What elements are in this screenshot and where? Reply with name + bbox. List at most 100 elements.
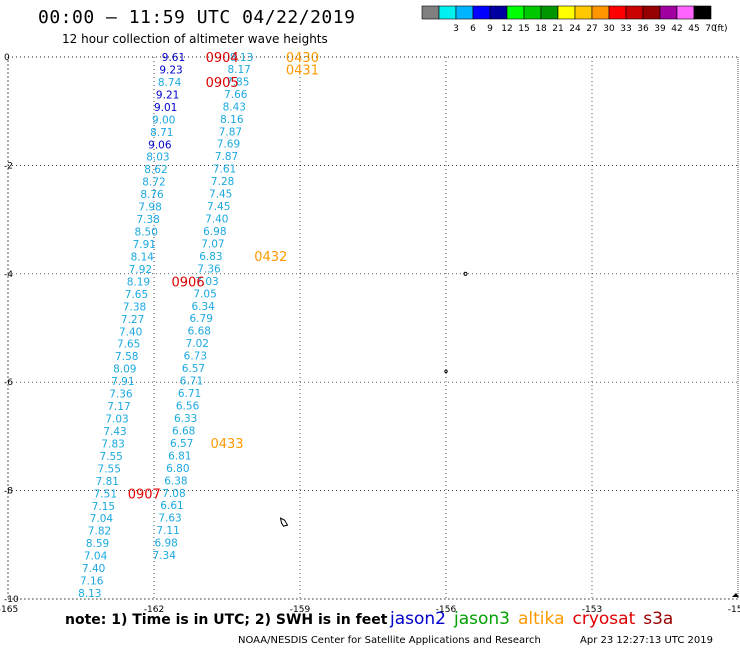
- swh-value-label: 7.98: [138, 202, 161, 214]
- swh-value-label: 7.16: [80, 576, 104, 588]
- swh-value-label: 7.36: [197, 263, 221, 275]
- chart-title: 00:00 – 11:59 UTC 04/22/2019: [38, 7, 356, 28]
- scale-tick-label: 24: [569, 24, 581, 34]
- satellite-legend-item: jason2: [390, 609, 446, 629]
- swh-value-label: 7.40: [82, 563, 105, 575]
- swh-value-label: 7.55: [98, 463, 121, 475]
- swh-value-label: 8.13: [78, 588, 101, 600]
- pass-time-label: 0432: [254, 250, 287, 265]
- swh-value-label: 8.14: [131, 251, 155, 263]
- satellite-legend: jason2 jason3 altika cryosat s3a: [390, 609, 681, 629]
- scale-tick-label: 15: [518, 24, 529, 34]
- satellite-legend-item: altika: [518, 609, 565, 629]
- swh-value-label: 7.61: [213, 164, 236, 176]
- satellite-legend-item: cryosat: [572, 609, 636, 629]
- swh-value-label: 7.02: [186, 338, 209, 350]
- island-marker: [444, 369, 448, 374]
- swh-value-label: 8.17: [227, 64, 250, 76]
- y-tick-label: -6: [4, 378, 13, 388]
- scale-tick-label: 6: [470, 24, 476, 34]
- swh-value-label: 6.98: [154, 538, 177, 550]
- scale-tick-label: 9: [487, 24, 493, 34]
- swh-value-label: 6.68: [172, 425, 195, 437]
- swh-value-label: 7.15: [92, 501, 115, 513]
- swh-value-label: 8.16: [220, 114, 244, 126]
- swh-value-label: 7.43: [103, 426, 126, 438]
- y-tick-label: -8: [4, 487, 13, 497]
- swh-value-label: 7.40: [119, 326, 142, 338]
- swh-value-label: 7.38: [136, 214, 159, 226]
- scale-tick-label: 42: [671, 24, 682, 34]
- y-tick-label: -2: [4, 161, 13, 171]
- swh-value-label: 7.27: [121, 314, 144, 326]
- swh-value-label: 6.38: [164, 475, 187, 487]
- x-tick-label: -162: [144, 605, 164, 615]
- swh-value-label: 9.23: [159, 64, 182, 76]
- swh-value-label: 8.13: [230, 52, 253, 64]
- swh-value-label: 6.71: [180, 376, 203, 388]
- island-marker: [463, 271, 468, 276]
- swh-value-label: 7.83: [101, 438, 124, 450]
- swh-value-label: 9.01: [154, 102, 177, 114]
- swh-value-label: 7.85: [226, 76, 249, 88]
- swh-value-label: 7.92: [129, 264, 152, 276]
- y-tick-label: -4: [4, 270, 13, 280]
- footnote: note: 1) Time is in UTC; 2) SWH is in fe…: [65, 612, 388, 628]
- x-tick-label: -159: [290, 605, 311, 615]
- swh-value-label: 6.34: [191, 301, 215, 313]
- swh-value-label: 6.98: [203, 226, 226, 238]
- swh-value-label: 9.00: [152, 114, 175, 126]
- swh-value-label: 6.61: [160, 500, 183, 512]
- chart-subtitle: 12 hour collection of altimeter wave hei…: [62, 32, 328, 46]
- swh-value-label: 7.07: [201, 238, 224, 250]
- credit-line: NOAA/NESDIS Center for Satellite Applica…: [238, 635, 541, 646]
- swh-value-label: 7.08: [162, 488, 185, 500]
- swh-value-label: 7.45: [207, 201, 230, 213]
- scale-tick-label: 18: [535, 24, 547, 34]
- swh-value-label: 8.72: [142, 177, 165, 189]
- swh-value-label: 7.38: [123, 301, 146, 313]
- scale-tick-label: 33: [620, 24, 631, 34]
- scale-tick-label: 3: [453, 24, 459, 34]
- generated-timestamp: Apr 23 12:27:13 UTC 2019: [580, 635, 713, 646]
- swh-value-label: 7.69: [217, 139, 240, 151]
- swh-value-label: 7.55: [99, 451, 122, 463]
- swh-value-label: 9.21: [156, 89, 179, 101]
- island-marker: [279, 517, 289, 527]
- pass-time-label: 0433: [210, 437, 243, 452]
- x-tick-label: -165: [0, 605, 18, 615]
- swh-value-label: 7.81: [96, 476, 119, 488]
- swh-value-label: 7.03: [195, 276, 218, 288]
- swh-value-label: 8.74: [158, 77, 182, 89]
- swh-value-label: 6.80: [166, 463, 189, 475]
- scale-tick-label: 39: [654, 24, 666, 34]
- island-marker: [732, 593, 739, 597]
- swh-value-label: 6.57: [182, 363, 205, 375]
- swh-value-label: 6.73: [184, 351, 207, 363]
- swh-value-label: 7.65: [125, 289, 148, 301]
- scale-tick-label: 21: [552, 24, 563, 34]
- swh-value-label: 8.19: [127, 276, 150, 288]
- pass-time-label: 0904: [206, 51, 239, 66]
- swh-value-label: 9.06: [148, 139, 172, 151]
- scale-tick-label: 70: [705, 24, 717, 34]
- swh-value-label: 8.09: [113, 364, 136, 376]
- swh-value-label: 7.04: [90, 513, 114, 525]
- pass-time-label: 0907: [128, 487, 161, 502]
- plot-frame: [7, 56, 739, 600]
- swh-value-label: 7.03: [105, 414, 128, 426]
- swh-value-label: 7.63: [158, 513, 181, 525]
- swh-value-label: 8.59: [86, 538, 109, 550]
- swh-value-label: 8.50: [135, 227, 158, 239]
- scale-tick-label: 30: [603, 24, 615, 34]
- y-tick-label: 0: [4, 53, 10, 63]
- swh-value-label: 6.71: [178, 388, 201, 400]
- scale-tick-label: 45: [688, 24, 699, 34]
- swh-value-label: 7.28: [211, 176, 234, 188]
- swh-value-label: 6.79: [190, 313, 213, 325]
- satellite-legend-item: jason3: [454, 609, 510, 629]
- swh-value-label: 8.43: [223, 101, 246, 113]
- swh-value-label: 8.62: [144, 164, 167, 176]
- swh-value-label: 6.33: [174, 413, 197, 425]
